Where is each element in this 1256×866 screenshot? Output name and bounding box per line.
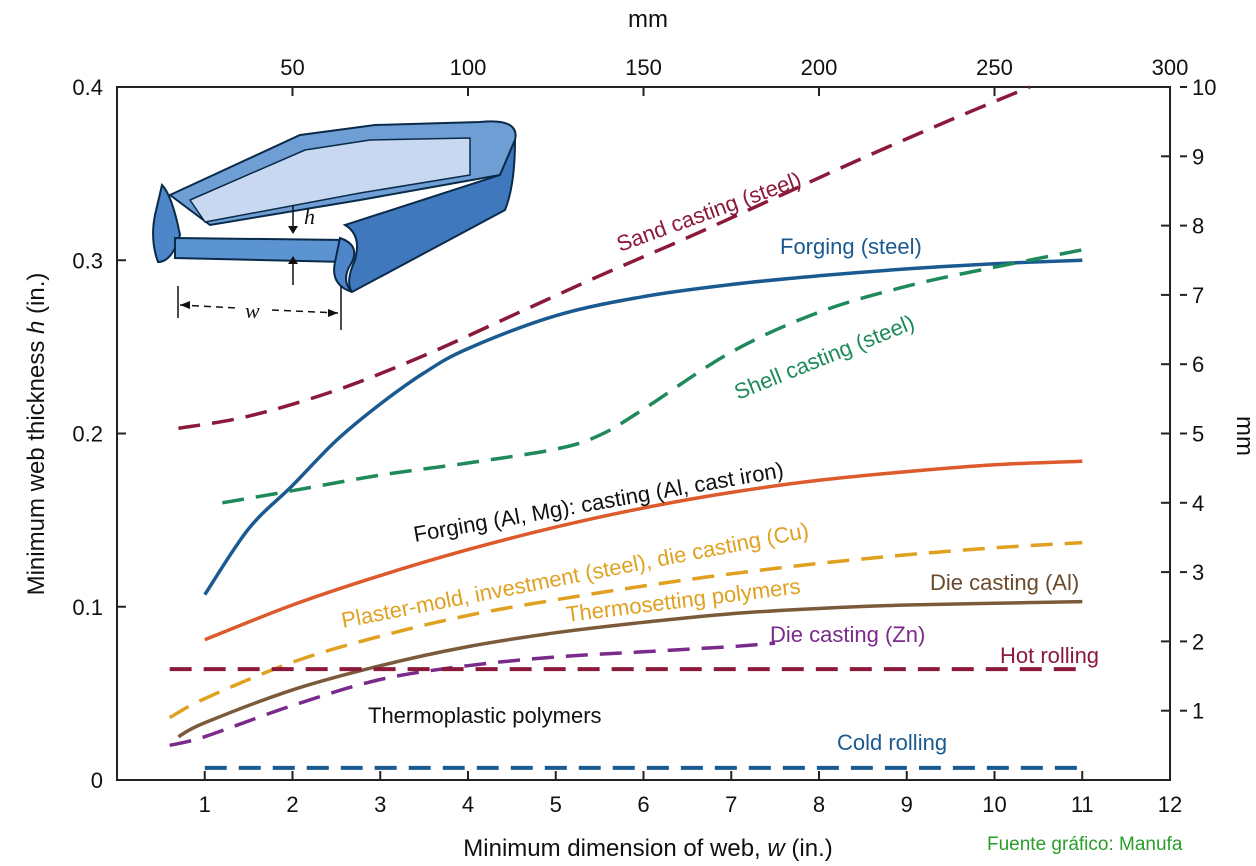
- series-line-6: [177, 599, 1083, 739]
- series-line-3: [204, 459, 1083, 642]
- series-label-thermoplastic: Thermoplastic polymers: [368, 703, 602, 728]
- right-mm-axis: 1 2 3 4 5 6 7 8 9 10: [1161, 75, 1216, 724]
- series-label-die-casting-al: Die casting (Al): [930, 570, 1079, 595]
- series-line-0: [178, 85, 1031, 431]
- y-tick-label: 0.1: [72, 595, 103, 620]
- right-tick-label: 9: [1192, 144, 1204, 169]
- top-tick-label: 250: [976, 55, 1013, 80]
- right-axis-title: mm: [1231, 416, 1256, 456]
- series-label-die-casting-zn: Die casting (Zn): [770, 622, 925, 647]
- x-tick-label: 1: [199, 792, 211, 817]
- x-tick-label: 3: [374, 792, 386, 817]
- series-line-1: [203, 258, 1083, 596]
- right-tick-label: 3: [1192, 560, 1204, 585]
- x-tick-label: 6: [637, 792, 649, 817]
- y-tick-label: 0.3: [72, 248, 103, 273]
- top-tick-label: 300: [1152, 55, 1189, 80]
- top-tick-label: 50: [280, 55, 304, 80]
- right-tick-label: 7: [1192, 283, 1204, 308]
- top-tick-label: 200: [801, 55, 838, 80]
- y-axis-title: Minimum web thickness h (in.): [23, 273, 50, 596]
- series-label-shell-casting: Shell casting (steel): [731, 310, 918, 405]
- x-tick-label: 11: [1071, 792, 1094, 817]
- series-line-4: [168, 540, 1083, 720]
- y-tick-label: 0.4: [72, 75, 103, 100]
- x-tick-label: 7: [725, 792, 737, 817]
- x-axis-title: Minimum dimension of web, w (in.): [463, 835, 832, 862]
- series-lines: [168, 85, 1083, 770]
- right-tick-label: 10: [1192, 75, 1216, 100]
- series-label-hot-rolling: Hot rolling: [1000, 643, 1099, 668]
- right-tick-label: 4: [1192, 491, 1204, 516]
- right-tick-label: 1: [1192, 699, 1204, 724]
- x-tick-label: 5: [550, 792, 562, 817]
- right-tick-label: 5: [1192, 422, 1204, 447]
- series-label-cold-rolling: Cold rolling: [837, 730, 947, 755]
- x-tick-label: 4: [462, 792, 474, 817]
- web-section-illustration: h w: [152, 120, 517, 330]
- y-tick-label: 0: [91, 768, 103, 793]
- x-tick-label: 12: [1158, 792, 1182, 817]
- inset-w-label: w: [245, 298, 260, 323]
- top-axis-title: mm: [628, 6, 668, 33]
- top-mm-axis: 50 100 150 200 250 300: [280, 55, 1188, 96]
- left-y-axis: 0 0.1 0.2 0.3 0.4: [72, 75, 126, 793]
- right-tick-label: 6: [1192, 352, 1204, 377]
- x-tick-label: 2: [286, 792, 298, 817]
- inset-h-label: h: [304, 204, 315, 229]
- series-line-7: [169, 641, 776, 748]
- right-tick-label: 8: [1192, 214, 1204, 239]
- series-line-2: [222, 248, 1083, 505]
- y-tick-label: 0.2: [72, 422, 103, 447]
- x-tick-label: 8: [813, 792, 825, 817]
- right-tick-label: 2: [1192, 629, 1204, 654]
- top-tick-label: 100: [450, 55, 487, 80]
- bottom-x-axis: 1 2 3 4 5 6 7 8 9 10 11 12: [199, 771, 1182, 817]
- series-label-sand-casting: Sand casting (steel): [613, 167, 804, 257]
- top-tick-label: 150: [625, 55, 662, 80]
- x-tick-label: 10: [982, 792, 1006, 817]
- source-note: Fuente gráfico: Manufa: [987, 834, 1183, 855]
- x-tick-label: 9: [901, 792, 913, 817]
- series-label-forging-steel: Forging (steel): [780, 234, 922, 259]
